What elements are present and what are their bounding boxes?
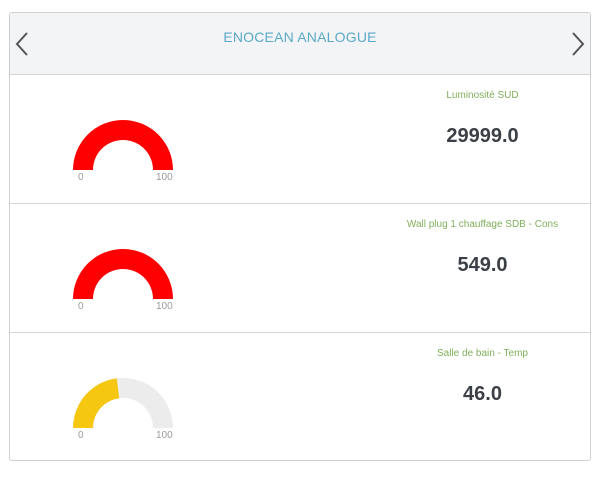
- sensor-label: Salle de bain - Temp: [437, 348, 528, 359]
- gauge-arc: [73, 378, 173, 428]
- gauge-arc: [73, 120, 173, 170]
- gauge-arc: [73, 249, 173, 299]
- gauge-min-label: 0: [78, 301, 84, 312]
- gauge-max-label: 100: [156, 301, 173, 312]
- sensor-row-salle-de-bain: 0 100 Salle de bain - Temp 46.0: [10, 333, 590, 460]
- gauge-max-label: 100: [156, 430, 173, 441]
- sensor-value: 29999.0: [446, 125, 519, 147]
- sensor-row-luminosite: 0 100 Luminosité SUD 29999.0: [10, 75, 590, 204]
- sensor-value: 46.0: [463, 383, 502, 405]
- gauge-fill: [73, 378, 120, 428]
- chevron-left-icon[interactable]: [12, 29, 32, 59]
- sensor-value: 549.0: [457, 254, 508, 276]
- gauge-fill: [73, 249, 173, 299]
- gauge-max-label: 100: [156, 172, 173, 183]
- panel-title: ENOCEAN ANALOGUE: [223, 29, 377, 45]
- sensor-row-wall-plug: 0 100 Wall plug 1 chauffage SDB - Cons 5…: [10, 204, 590, 333]
- sensor-label: Wall plug 1 chauffage SDB - Cons: [406, 219, 559, 230]
- gauge: 0 100: [70, 333, 180, 460]
- chevron-right-icon[interactable]: [568, 29, 588, 59]
- gauge-min-label: 0: [78, 430, 84, 441]
- gauge: 0 100: [70, 204, 180, 333]
- gauge-fill: [73, 120, 173, 170]
- panel-header: ENOCEAN ANALOGUE: [10, 13, 590, 75]
- gauge-min-label: 0: [78, 172, 84, 183]
- enocean-panel: ENOCEAN ANALOGUE 0 100 Luminosité SUD 29…: [9, 12, 591, 461]
- sensor-label: Luminosité SUD: [446, 90, 519, 101]
- gauge: 0 100: [70, 75, 180, 204]
